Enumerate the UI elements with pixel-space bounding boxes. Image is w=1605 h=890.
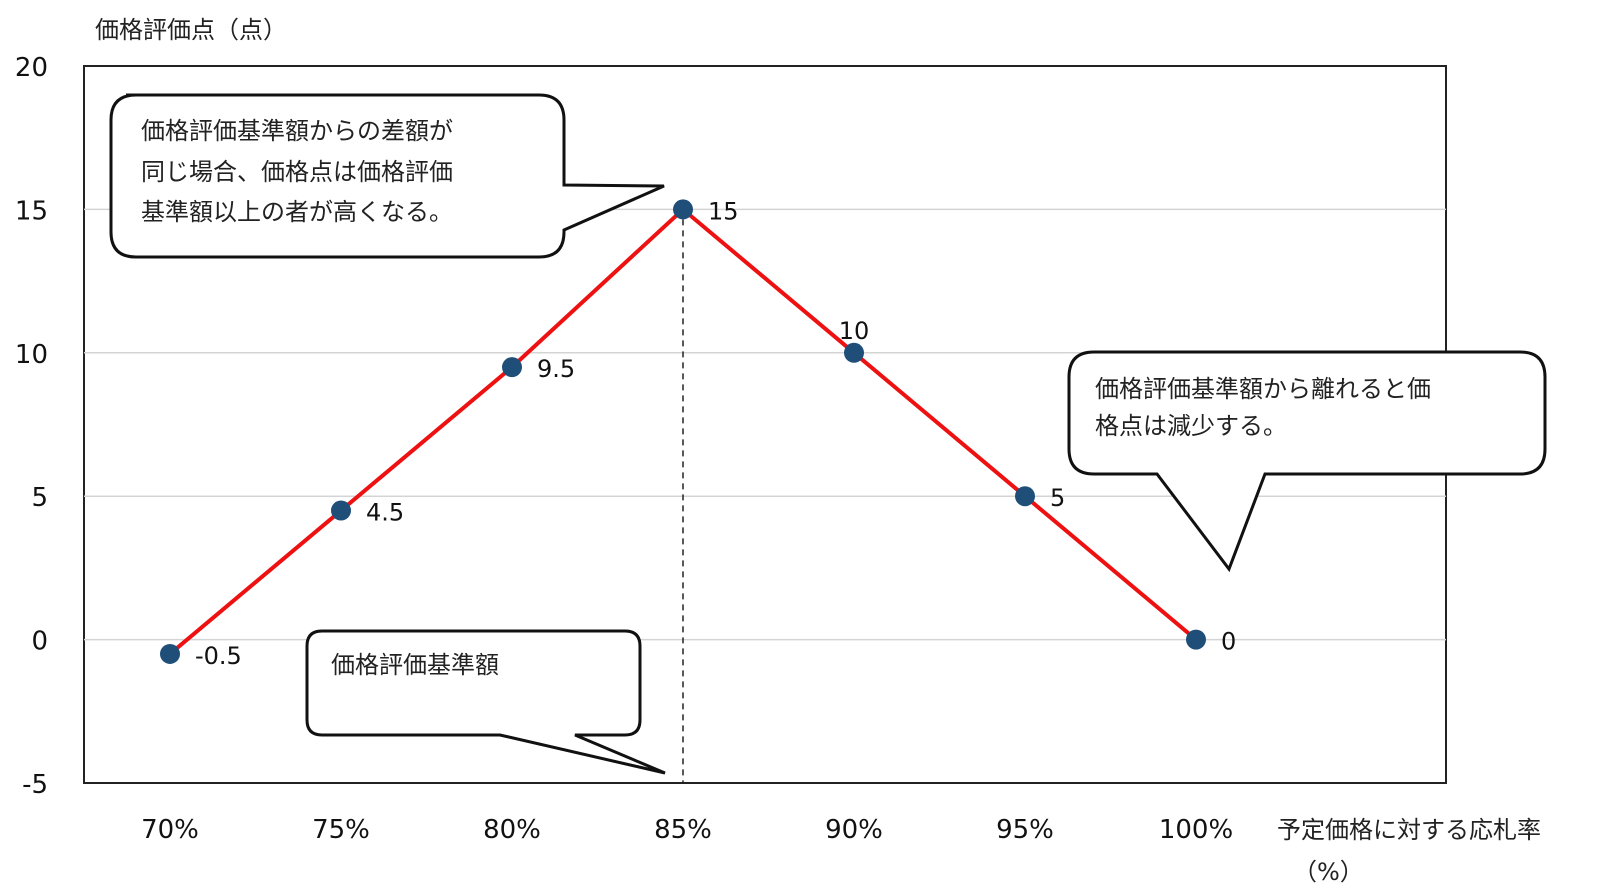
data-label: 4.5 — [366, 499, 404, 527]
x-axis-title-line2: （%） — [1293, 858, 1364, 886]
data-label: 5 — [1050, 484, 1065, 512]
y-axis-title: 価格評価点（点） — [95, 16, 287, 44]
data-point — [502, 357, 522, 378]
callout-bottom-line1: 価格評価基準額 — [331, 651, 499, 679]
callout-top-left-line2: 同じ場合、価格点は価格評価 — [141, 158, 453, 186]
x-tick-label: 70% — [141, 815, 199, 845]
callout-right-line1: 価格評価基準額から離れると価 — [1095, 375, 1431, 403]
data-markers — [160, 199, 1206, 664]
data-point — [160, 643, 180, 664]
callout-right-bubble — [1067, 350, 1547, 573]
x-tick-label: 75% — [312, 815, 370, 845]
data-point — [844, 342, 864, 363]
callout-top-left-bubble — [109, 93, 665, 259]
y-tick-label: -5 — [22, 770, 48, 800]
y-tick-label: 5 — [31, 483, 48, 513]
callout-top-left-line3: 基準額以上の者が高くなる。 — [141, 198, 453, 226]
data-label: 0 — [1221, 628, 1236, 656]
x-tick-label: 95% — [996, 815, 1054, 845]
callout-top-left: 価格評価基準額からの差額が 同じ場合、価格点は価格評価 基準額以上の者が高くなる… — [109, 93, 665, 259]
y-axis-ticks: 20 15 10 5 0 -5 — [15, 53, 48, 800]
data-label: -0.5 — [195, 642, 242, 670]
data-label: 9.5 — [537, 355, 575, 383]
data-point — [1186, 629, 1206, 650]
data-labels: -0.5 4.5 9.5 15 10 5 0 — [195, 197, 1236, 670]
data-label: 10 — [839, 317, 870, 345]
y-tick-label: 20 — [15, 53, 48, 83]
y-tick-label: 15 — [15, 196, 48, 226]
x-tick-label: 90% — [825, 815, 883, 845]
callout-right: 価格評価基準額から離れると価 格点は減少する。 — [1067, 350, 1547, 573]
data-label: 15 — [708, 197, 739, 225]
x-tick-label: 80% — [483, 815, 541, 845]
callout-top-left-line1: 価格評価基準額からの差額が — [141, 117, 453, 145]
y-tick-label: 10 — [15, 340, 48, 370]
callout-bottom: 価格評価基準額 — [305, 629, 666, 775]
x-tick-label: 100% — [1159, 815, 1233, 845]
x-axis-title-line1: 予定価格に対する応札率 — [1277, 816, 1541, 844]
y-tick-label: 0 — [31, 627, 48, 657]
data-point — [673, 199, 693, 220]
callout-bottom-bubble — [305, 629, 666, 775]
data-point — [331, 500, 351, 521]
data-point — [1015, 486, 1035, 507]
x-tick-label: 85% — [654, 815, 712, 845]
callout-right-line2: 格点は減少する。 — [1095, 412, 1287, 440]
x-axis-ticks: 70% 75% 80% 85% 90% 95% 100% — [141, 815, 1233, 845]
